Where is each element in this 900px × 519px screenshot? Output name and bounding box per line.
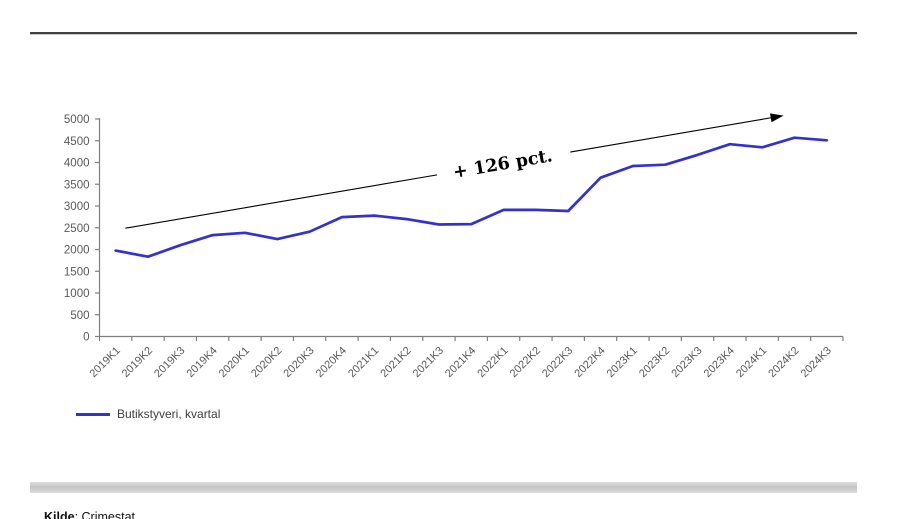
source-label: Kilde: [44, 509, 75, 519]
x-tick-label: 2020K3: [281, 345, 316, 380]
header-divider: [30, 32, 857, 35]
y-tick-label: 3500: [64, 179, 90, 191]
embedded-chart-object[interactable]: 0 500 1000 1500 2000 2500 3000 3500 4000 4500 5000…: [0, 60, 900, 475]
x-tick-label: 2021K2: [378, 345, 413, 380]
x-tick-label: 2024K1: [734, 345, 769, 380]
x-tick-label: 2021K1: [346, 345, 381, 380]
y-tick-label: 2500: [64, 223, 90, 235]
x-tick-label: 2020K4: [314, 345, 349, 380]
x-tick-label: 2022K3: [540, 345, 575, 380]
x-tick-label: 2019K3: [152, 345, 187, 380]
x-tick-label: 2019K4: [184, 345, 219, 380]
arrowhead-icon: [769, 113, 784, 123]
x-tick-label: 2019K1: [87, 345, 122, 380]
x-tick-label: 2023K3: [669, 345, 704, 380]
horizontal-scrollbar[interactable]: [30, 482, 857, 493]
x-tick-label: 2020K2: [249, 345, 284, 380]
y-tick-label: 3000: [64, 201, 90, 213]
x-tick-label: 2021K3: [411, 345, 446, 380]
x-tick-label: 2021K4: [443, 345, 478, 380]
chart-legend: Butikstyveri, kvartal: [76, 407, 220, 421]
x-tick-label: 2019K2: [120, 345, 155, 380]
y-tick-label: 1000: [64, 288, 90, 300]
y-tick-label: 2000: [64, 245, 90, 257]
source-line: Kilde: Crimestat: [44, 510, 135, 519]
source-value: Crimestat: [81, 509, 135, 519]
x-tick-label: 2022K2: [508, 345, 543, 380]
x-tick-label: 2024K2: [766, 345, 801, 380]
y-tick-label: 4500: [64, 136, 90, 148]
y-tick-label: 500: [70, 310, 89, 322]
y-tick-label: 5000: [64, 114, 90, 126]
x-tick-label: 2022K1: [475, 345, 510, 380]
data-line-butikstyveri-kvartal: [114, 136, 829, 259]
x-tick-label: 2020K1: [217, 345, 252, 380]
y-tick-label: 0: [83, 332, 89, 344]
butikstyveri-line-chart: 0 500 1000 1500 2000 2500 3000 3500 4000 4500 5000…: [64, 113, 844, 380]
x-tick-label: 2022K4: [572, 345, 607, 380]
legend-line-swatch: [76, 412, 110, 416]
y-tick-label: 4000: [64, 158, 90, 170]
x-tick-label: 2024K3: [799, 345, 834, 380]
source-separator: :: [74, 509, 82, 519]
x-tick-label: 2023K1: [605, 345, 640, 380]
x-tick-label: 2023K4: [702, 345, 737, 380]
y-tick-label: 1500: [64, 266, 90, 278]
trend-arrow-segment: [125, 174, 438, 229]
annotation-text: + 126 pct.: [452, 146, 554, 183]
legend-label: Butikstyveri, kvartal: [117, 407, 221, 421]
x-tick-label: 2023K2: [637, 345, 672, 380]
trend-arrow-segment: [570, 117, 772, 153]
